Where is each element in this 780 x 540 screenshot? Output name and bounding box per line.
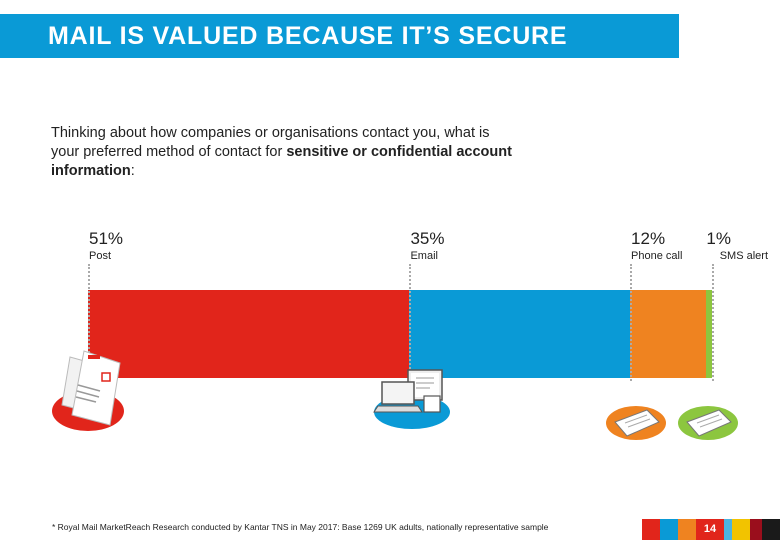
strip-swatch bbox=[642, 519, 660, 540]
value-label-post: 51% bbox=[89, 229, 124, 248]
category-label-sms-alert: SMS alert bbox=[719, 250, 768, 262]
bar-post bbox=[88, 290, 410, 378]
value-label-email: 35% bbox=[410, 229, 445, 248]
page-number: 14 bbox=[696, 519, 724, 540]
question-emphasis: sensitive or confidential account inform… bbox=[51, 144, 512, 179]
strip-swatch bbox=[678, 519, 696, 540]
tick-sms-alert bbox=[712, 264, 714, 381]
email-devices-icon bbox=[373, 369, 450, 429]
tick-email bbox=[409, 264, 412, 381]
question-text: Thinking about how companies or organisa… bbox=[51, 125, 490, 160]
tick-phone-call bbox=[630, 264, 633, 381]
question-end: : bbox=[130, 163, 135, 179]
mail-envelope-icon bbox=[52, 350, 124, 431]
bar-email bbox=[409, 290, 631, 378]
value-label-sms-alert: 1% bbox=[706, 229, 731, 248]
tick-post bbox=[88, 264, 90, 381]
sms-letter-icon bbox=[678, 406, 738, 440]
strip-swatch bbox=[660, 519, 678, 540]
bar-sms-alert bbox=[705, 290, 712, 378]
category-label-phone-call: Phone call bbox=[631, 250, 683, 262]
strip-swatch bbox=[732, 519, 750, 540]
category-label-email: Email bbox=[410, 250, 438, 262]
survey-question: Thinking about how companies or organisa… bbox=[51, 124, 521, 181]
value-label-phone-call: 12% bbox=[631, 229, 666, 248]
title-bar bbox=[0, 14, 679, 58]
category-label-post: Post bbox=[89, 250, 112, 262]
phone-letter-icon bbox=[606, 406, 666, 440]
page-title: MAIL IS VALUED BECAUSE IT’S SECURE bbox=[48, 22, 568, 50]
bar-phone-call bbox=[630, 290, 706, 378]
footnote: * Royal Mail MarketReach Research conduc… bbox=[52, 522, 549, 532]
strip-swatch bbox=[762, 519, 780, 540]
